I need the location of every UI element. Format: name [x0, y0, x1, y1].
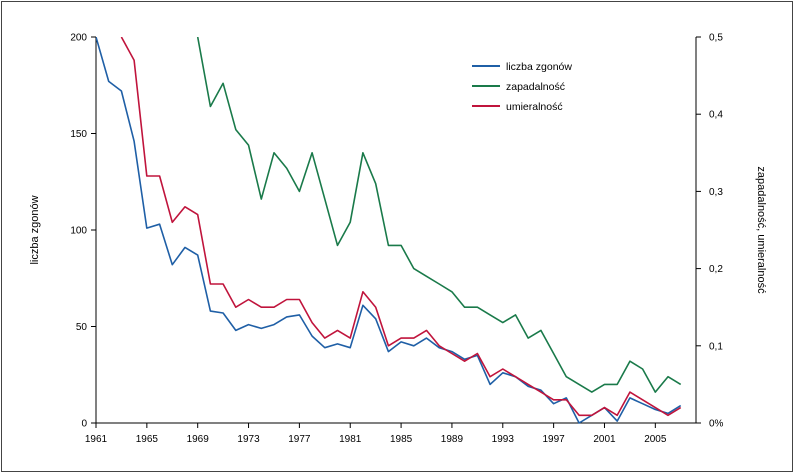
series-line-zapadalność	[196, 37, 682, 393]
series-line-umieralność	[120, 37, 682, 417]
y-axis-title: liczba zgonów	[29, 195, 41, 264]
series-layer	[96, 37, 682, 424]
legend-label: zapadalność	[506, 81, 565, 93]
left-tick-label: 200	[70, 33, 87, 44]
x-tick-label: 1965	[136, 434, 159, 445]
x-tick-label: 1997	[543, 434, 566, 445]
right-y-ticks: 0% 0,1 0,2 0,3 0,4 0,5	[696, 33, 724, 430]
x-tick-label: 1989	[441, 434, 464, 445]
x-tick-label: 1985	[390, 434, 413, 445]
x-tick-label: 2001	[593, 434, 616, 445]
left-tick-label: 150	[70, 129, 87, 140]
axes	[95, 37, 697, 424]
x-tick-label: 1973	[237, 434, 260, 445]
x-tick-label: 1993	[492, 434, 515, 445]
right-tick-label: 0,5	[709, 33, 723, 44]
right-tick-label: 0,2	[709, 264, 723, 275]
left-y-ticks: 0 50 100 150 200	[70, 33, 96, 430]
x-tick-label: 1969	[187, 434, 210, 445]
left-tick-label: 100	[70, 226, 87, 237]
x-tick-label: 1981	[339, 434, 362, 445]
left-tick-label: 50	[76, 322, 88, 333]
right-tick-label: 0,3	[709, 187, 723, 198]
x-tick-label: 1961	[85, 434, 108, 445]
legend: liczba zgonów zapadalność umieralność	[472, 61, 572, 113]
legend-label: liczba zgonów	[506, 61, 572, 73]
right-tick-label: 0,1	[709, 341, 723, 352]
y2-axis-title: zapadalność, umieralność	[755, 166, 767, 294]
series-line-liczba-zgonów	[96, 37, 682, 424]
x-tick-label: 2005	[644, 434, 667, 445]
x-ticks: 1961 1965 1969 1973 1977 1981 1985 1989 1993 1997…	[85, 423, 667, 445]
left-tick-label: 0	[81, 419, 87, 430]
x-tick-label: 1977	[288, 434, 311, 445]
right-tick-label: 0%	[709, 419, 724, 430]
right-tick-label: 0,4	[709, 110, 723, 121]
legend-label: umieralność	[506, 101, 563, 113]
